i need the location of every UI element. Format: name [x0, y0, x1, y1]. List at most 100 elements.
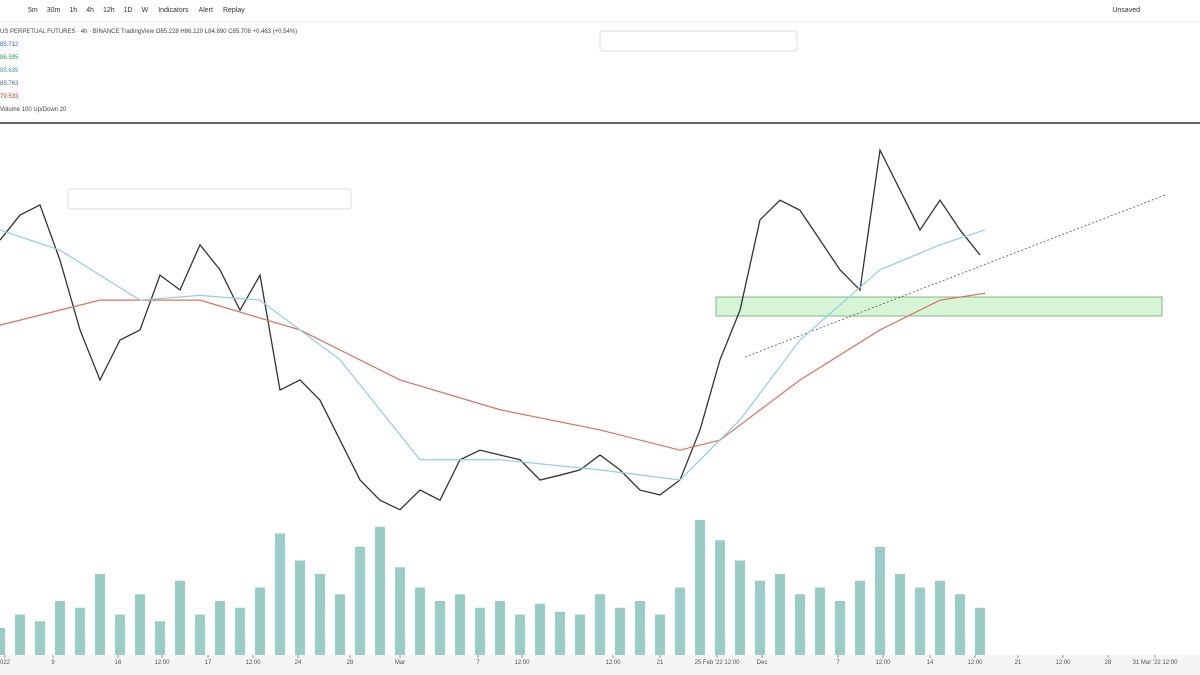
- x-tick-label: 28: [1105, 660, 1112, 666]
- moving-average: [0, 229, 986, 481]
- drawing-toolbar[interactable]: [599, 30, 798, 52]
- x-tick-label: 12:00: [967, 660, 983, 666]
- source: TradingView: [121, 29, 155, 35]
- volume-bar: [0, 628, 5, 655]
- x-tick-label: 12:00: [1055, 660, 1071, 666]
- volume-bar: [355, 547, 365, 655]
- x-tick-label: 16: [115, 660, 122, 666]
- indicator-value: 86.595: [0, 55, 19, 61]
- volume-bar: [455, 594, 465, 655]
- indicators-button[interactable]: Indicators: [158, 7, 189, 14]
- interval[interactable]: 12h: [102, 7, 115, 14]
- volume-bar: [175, 580, 185, 655]
- ohlc: O85.228 H86.120 L84.890 C85.708 +0.463 (…: [155, 29, 298, 35]
- volume-bar: [115, 614, 125, 655]
- volume-bar: [15, 614, 25, 655]
- volume-bar: [135, 594, 145, 655]
- volume-bar: [515, 614, 525, 655]
- volume-bar: [575, 614, 585, 655]
- volume-bar: [895, 574, 905, 655]
- x-tick-label: 022: [0, 660, 11, 666]
- x-tick-label: 31 Mar '22 12:00: [1133, 660, 1179, 666]
- volume-bar: [435, 601, 445, 655]
- volume-bar: [295, 560, 305, 655]
- x-tick-label: 24: [295, 660, 302, 666]
- x-tick-label: 25 Feb '22 12:00: [695, 660, 741, 666]
- replay-button[interactable]: Replay: [222, 7, 245, 14]
- volume-bar: [635, 601, 645, 655]
- layout-name[interactable]: Unsaved: [1112, 7, 1140, 14]
- alert-button[interactable]: Alert: [198, 7, 213, 14]
- volume-bar: [75, 607, 85, 655]
- x-tick-label: 14: [927, 660, 934, 666]
- volume-bar: [315, 574, 325, 655]
- volume-bar: [415, 587, 425, 655]
- volume-bar: [375, 526, 385, 655]
- legend: US PERPETUAL FUTURES · 4h · BINANCE Trad…: [0, 26, 297, 117]
- price-line: [0, 147, 981, 511]
- x-tick-label: 28: [347, 660, 354, 666]
- interval[interactable]: 4h: [86, 7, 94, 14]
- volume-bar: [395, 567, 405, 655]
- volume-bar: [275, 533, 285, 655]
- volume-bar: [775, 574, 785, 655]
- indicator-value: 79.533: [0, 94, 19, 100]
- indicator-list: 85.712 86.595 85.635 85.763 79.533: [0, 39, 297, 104]
- trendline: [744, 194, 1166, 358]
- zone: [715, 296, 1163, 317]
- x-tick-label: 21: [657, 660, 664, 666]
- x-tick-label: 7: [476, 660, 480, 666]
- volume-bar: [815, 587, 825, 655]
- volume-bar: [475, 607, 485, 655]
- x-tick-label: 9: [51, 660, 55, 666]
- indicator-value: 85.763: [0, 81, 19, 87]
- indicator-value: 85.712: [0, 42, 19, 48]
- volume-bar: [495, 601, 505, 655]
- volume-bar: [915, 587, 925, 655]
- volume-bar: [215, 601, 225, 655]
- volume-bar: [755, 580, 765, 655]
- volume-bar: [555, 611, 565, 655]
- x-tick-label: 12:00: [154, 660, 170, 666]
- volume-bar: [615, 607, 625, 655]
- symbol: US PERPETUAL FUTURES · 4h · BINANCE: [0, 29, 120, 35]
- indicator-value: 85.635: [0, 68, 19, 74]
- volume-bar: [55, 601, 65, 655]
- x-tick-label: 7: [836, 660, 840, 666]
- x-tick-label: Mar: [395, 660, 405, 666]
- volume-bar: [95, 574, 105, 655]
- volume-bar: [155, 621, 165, 655]
- volume-bar: [695, 520, 705, 655]
- interval[interactable]: 5m: [28, 7, 38, 14]
- x-tick-label: Dec: [757, 660, 768, 666]
- volume-bar: [855, 580, 865, 655]
- interval[interactable]: 1h: [69, 7, 78, 14]
- volume-bar: [955, 594, 965, 655]
- volume-bar: [255, 587, 265, 655]
- time-axis: [0, 655, 1200, 675]
- volume-bar: [595, 594, 605, 655]
- toolbar: 5m 30m 1h 4h 12h 1D W Indicators Alert Replay …: [0, 0, 1200, 22]
- volume-label: Volume 100 Up/Down 20: [0, 107, 67, 113]
- interval[interactable]: 1D: [123, 7, 133, 14]
- draw-tools[interactable]: [67, 188, 352, 210]
- volume-bar: [935, 580, 945, 655]
- volume-bar: [835, 601, 845, 655]
- x-tick-label: 12:00: [605, 660, 621, 666]
- volume-bar: [735, 560, 745, 655]
- volume-bar: [975, 607, 985, 655]
- volume-bar: [655, 614, 665, 655]
- volume-bar: [195, 614, 205, 655]
- x-tick-label: 12:00: [875, 660, 891, 666]
- volume-bar: [675, 587, 685, 655]
- x-tick-label: 12:00: [245, 660, 261, 666]
- x-tick-label: 17: [205, 660, 212, 666]
- intervals: 5m 30m 1h 4h 12h 1D W: [28, 7, 148, 14]
- interval[interactable]: 30m: [46, 7, 61, 14]
- volume-bar: [535, 603, 545, 655]
- interval[interactable]: W: [141, 7, 149, 14]
- x-tick-label: 12:00: [514, 660, 530, 666]
- volume-bar: [875, 547, 885, 655]
